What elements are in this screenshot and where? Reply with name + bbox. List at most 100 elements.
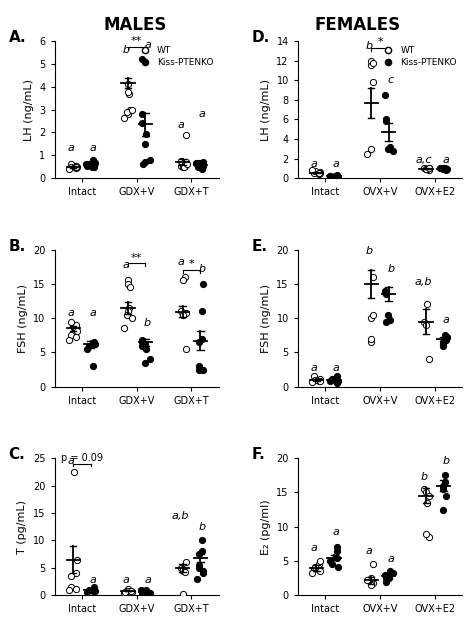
Point: [138, 109, 146, 119]
Text: b: b: [199, 522, 206, 532]
Text: a: a: [333, 363, 339, 373]
Point: [314, 563, 321, 573]
Point: [333, 170, 341, 180]
Point: [369, 310, 377, 320]
Point: [83, 587, 91, 597]
Text: *: *: [377, 37, 383, 47]
Point: [381, 90, 389, 100]
Point: [439, 164, 447, 174]
Point: [193, 159, 201, 169]
Text: *: *: [189, 260, 194, 270]
Point: [182, 344, 190, 354]
Point: [142, 157, 149, 167]
Point: [328, 559, 336, 570]
Point: [327, 171, 334, 181]
Point: [420, 484, 428, 494]
Point: [311, 561, 319, 571]
Point: [198, 306, 206, 316]
Point: [200, 365, 207, 375]
Text: a: a: [311, 363, 318, 373]
Point: [316, 375, 323, 386]
Point: [90, 161, 98, 171]
Point: [334, 171, 342, 181]
Point: [90, 157, 98, 167]
Point: [333, 171, 341, 181]
Point: [367, 576, 375, 587]
Point: [124, 585, 131, 595]
Text: b: b: [199, 263, 206, 273]
Point: [91, 158, 99, 168]
Point: [328, 172, 336, 182]
Point: [426, 354, 433, 364]
Point: [333, 378, 340, 388]
Point: [369, 272, 376, 282]
Point: [426, 491, 433, 501]
Point: [198, 536, 205, 546]
Point: [443, 491, 450, 501]
Point: [443, 165, 450, 175]
Text: b: b: [420, 472, 428, 482]
Point: [123, 310, 131, 320]
Point: [333, 546, 341, 556]
Text: a: a: [144, 40, 151, 50]
Point: [423, 164, 430, 174]
Text: a: a: [311, 543, 318, 553]
Point: [384, 571, 392, 581]
Point: [436, 163, 444, 173]
Point: [138, 587, 146, 597]
Point: [71, 161, 78, 171]
Point: [124, 88, 131, 98]
Point: [182, 157, 190, 167]
Point: [426, 165, 433, 175]
Point: [369, 57, 377, 67]
Point: [73, 332, 80, 342]
Point: [179, 159, 186, 169]
Point: [146, 155, 154, 165]
Point: [334, 375, 342, 386]
Point: [126, 282, 134, 292]
Point: [316, 167, 324, 177]
Point: [443, 332, 450, 342]
Point: [141, 339, 149, 349]
Y-axis label: E₂ (pg/ml): E₂ (pg/ml): [261, 499, 271, 554]
Point: [333, 542, 341, 553]
Point: [90, 339, 98, 349]
Point: [138, 118, 146, 129]
Point: [182, 272, 189, 282]
Point: [124, 109, 132, 119]
Point: [177, 306, 184, 316]
Point: [68, 162, 75, 172]
Point: [67, 571, 74, 581]
Point: [128, 587, 136, 597]
Point: [198, 334, 205, 344]
Text: a,b: a,b: [172, 512, 189, 521]
Point: [138, 335, 146, 345]
Text: **: **: [131, 36, 142, 46]
Point: [126, 105, 134, 115]
Text: E.: E.: [252, 239, 268, 253]
Point: [439, 339, 447, 349]
Point: [443, 164, 450, 175]
Point: [179, 589, 186, 599]
Text: a: a: [365, 546, 373, 556]
Text: a: a: [333, 159, 339, 169]
Point: [82, 159, 90, 169]
Point: [369, 578, 376, 588]
Point: [198, 546, 206, 556]
Point: [196, 560, 203, 570]
Point: [442, 334, 449, 344]
Point: [200, 568, 207, 578]
Legend: WT, Kiss-PTENKO: WT, Kiss-PTENKO: [379, 45, 457, 68]
Point: [439, 163, 447, 173]
Text: a: a: [144, 575, 151, 585]
Point: [315, 376, 323, 386]
Point: [420, 316, 428, 326]
Point: [310, 372, 318, 382]
Point: [442, 477, 449, 487]
Point: [177, 161, 184, 171]
Point: [331, 375, 339, 385]
Point: [72, 568, 79, 578]
Point: [382, 114, 390, 124]
Point: [142, 358, 149, 368]
Point: [386, 566, 393, 576]
